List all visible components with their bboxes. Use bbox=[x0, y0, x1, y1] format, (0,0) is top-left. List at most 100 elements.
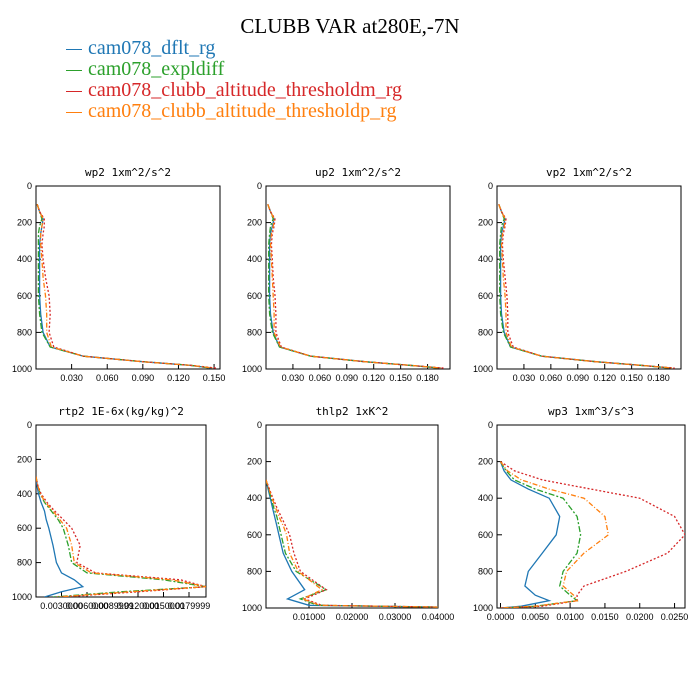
series-line-expldiff bbox=[36, 204, 211, 369]
y-tick-label: 800 bbox=[478, 327, 493, 337]
panel-4: rtp2 1E-6x(kg/kg)^2 0 200 400 600 800 1000 0.00… bbox=[12, 405, 210, 611]
x-tick-label: 0.090 bbox=[336, 373, 359, 383]
panel-2: up2 1xm^2/s^2 0 200 400 600 800 1000 0.030 0.060… bbox=[242, 166, 451, 383]
y-tick-label: 600 bbox=[17, 291, 32, 301]
legend-line-thresholdp bbox=[66, 111, 82, 113]
series-line-dflt bbox=[499, 461, 561, 608]
x-tick-label: 0.0000 bbox=[487, 612, 515, 622]
y-tick-label: 0 bbox=[488, 420, 493, 430]
y-tick-label: 400 bbox=[478, 493, 493, 503]
series-line-thresholdp bbox=[499, 461, 610, 608]
legend-label-dflt: cam078_dflt_rg bbox=[88, 37, 216, 59]
y-tick-label: 200 bbox=[478, 457, 493, 467]
figure-title: CLUBB VAR at280E,-7N bbox=[240, 14, 460, 38]
series-line-expldiff bbox=[498, 204, 672, 369]
y-tick-label: 800 bbox=[17, 558, 32, 568]
x-tick-label: 0.060 bbox=[96, 373, 119, 383]
legend-line-dflt bbox=[66, 48, 82, 50]
y-tick-label: 0 bbox=[257, 181, 262, 191]
legend-line-thresholdm bbox=[66, 90, 82, 92]
y-tick-label: 800 bbox=[247, 327, 262, 337]
x-tick-label: 0.060 bbox=[309, 373, 332, 383]
x-tick-label: 0.04000 bbox=[422, 612, 455, 622]
x-tick-label: 0.02000 bbox=[336, 612, 369, 622]
x-tick-label: 0.030 bbox=[513, 373, 536, 383]
x-tick-label: 0.0050 bbox=[522, 612, 550, 622]
legend-label-thresholdp: cam078_clubb_altitude_thresholdp_rg bbox=[88, 100, 397, 122]
y-tick-label: 400 bbox=[17, 489, 32, 499]
plot-frame bbox=[265, 185, 451, 370]
series-line-dflt bbox=[498, 204, 673, 369]
x-tick-label: 0.0200 bbox=[626, 612, 654, 622]
y-tick-label: 1000 bbox=[242, 603, 262, 613]
plot-frame bbox=[35, 424, 207, 598]
legend-label-expldiff: cam078_expldiff bbox=[88, 58, 225, 80]
plot-frame bbox=[496, 424, 686, 609]
y-tick-label: 400 bbox=[247, 493, 262, 503]
y-tick-label: 400 bbox=[17, 254, 32, 264]
y-tick-label: 800 bbox=[17, 327, 32, 337]
x-tick-label: 0.0060000 bbox=[66, 601, 109, 611]
y-tick-label: 400 bbox=[478, 254, 493, 264]
series-line-thresholdm bbox=[36, 204, 217, 369]
y-tick-label: 800 bbox=[478, 566, 493, 576]
series-line-expldiff bbox=[36, 476, 206, 597]
x-tick-label: 0.180 bbox=[416, 373, 439, 383]
x-tick-label: 0.0150 bbox=[591, 612, 619, 622]
legend-line-expldiff bbox=[66, 69, 82, 71]
x-tick-label: 0.0250 bbox=[661, 612, 689, 622]
x-tick-label: 0.150 bbox=[203, 373, 226, 383]
y-tick-label: 1000 bbox=[12, 592, 32, 602]
series-line-thresholdm bbox=[500, 461, 685, 608]
legend: cam078_dflt_rg cam078_expldiff cam078_cl… bbox=[66, 38, 402, 122]
series-line-thresholdp bbox=[267, 204, 442, 369]
series-line-dflt bbox=[36, 204, 212, 369]
y-tick-label: 1000 bbox=[473, 364, 493, 374]
x-tick-label: 0.0179999 bbox=[168, 601, 211, 611]
series-line-thresholdp bbox=[36, 476, 206, 597]
x-tick-label: 0.120 bbox=[593, 373, 616, 383]
panel-1: wp2 1xm^2/s^2 0 200 400 600 800 1000 0.030 0.060… bbox=[12, 166, 225, 383]
x-tick-label: 0.120 bbox=[362, 373, 385, 383]
series-line-thresholdm bbox=[266, 479, 438, 608]
y-tick-label: 200 bbox=[17, 218, 32, 228]
panel-title: vp2 1xm^2/s^2 bbox=[546, 166, 632, 179]
legend-item-expldiff: cam078_expldiff bbox=[66, 59, 402, 80]
x-tick-label: 0.090 bbox=[567, 373, 590, 383]
legend-item-thresholdp: cam078_clubb_altitude_thresholdp_rg bbox=[66, 101, 402, 122]
y-tick-label: 0 bbox=[27, 420, 32, 430]
panel-5: thlp2 1xK^2 0 200 400 600 800 1000 0.01000 0.020… bbox=[242, 405, 454, 622]
series-line-expldiff bbox=[266, 479, 438, 608]
legend-item-dflt: cam078_dflt_rg bbox=[66, 38, 402, 59]
y-tick-label: 600 bbox=[17, 523, 32, 533]
series-line-dflt bbox=[36, 476, 85, 597]
y-tick-label: 600 bbox=[478, 530, 493, 540]
x-tick-label: 0.01000 bbox=[293, 612, 326, 622]
x-tick-label: 0.150 bbox=[620, 373, 643, 383]
series-line-thresholdp bbox=[36, 204, 215, 369]
y-tick-label: 0 bbox=[488, 181, 493, 191]
y-tick-label: 400 bbox=[247, 254, 262, 264]
panel-title: wp2 1xm^2/s^2 bbox=[85, 166, 171, 179]
legend-item-thresholdm: cam078_clubb_altitude_thresholdm_rg bbox=[66, 80, 402, 101]
x-tick-label: 0.150 bbox=[389, 373, 412, 383]
x-tick-label: 0.0120000 bbox=[117, 601, 160, 611]
series-line-thresholdm bbox=[498, 204, 675, 369]
x-tick-label: 0.0089999 bbox=[91, 601, 134, 611]
x-tick-label: 0.0150000 bbox=[142, 601, 185, 611]
plot-frame bbox=[265, 424, 439, 609]
series-line-expldiff bbox=[267, 204, 441, 369]
series-line-dflt bbox=[267, 204, 442, 369]
y-tick-label: 1000 bbox=[473, 603, 493, 613]
panel-title: thlp2 1xK^2 bbox=[316, 405, 389, 418]
panel-title: up2 1xm^2/s^2 bbox=[315, 166, 401, 179]
y-tick-label: 200 bbox=[478, 218, 493, 228]
y-tick-label: 0 bbox=[27, 181, 32, 191]
series-line-thresholdp bbox=[498, 204, 673, 369]
panel-3: vp2 1xm^2/s^2 0 200 400 600 800 1000 0.030 0.060… bbox=[473, 166, 682, 383]
x-tick-label: 0.03000 bbox=[379, 612, 412, 622]
y-tick-label: 1000 bbox=[242, 364, 262, 374]
series-line-expldiff bbox=[499, 461, 582, 608]
y-tick-label: 200 bbox=[17, 454, 32, 464]
